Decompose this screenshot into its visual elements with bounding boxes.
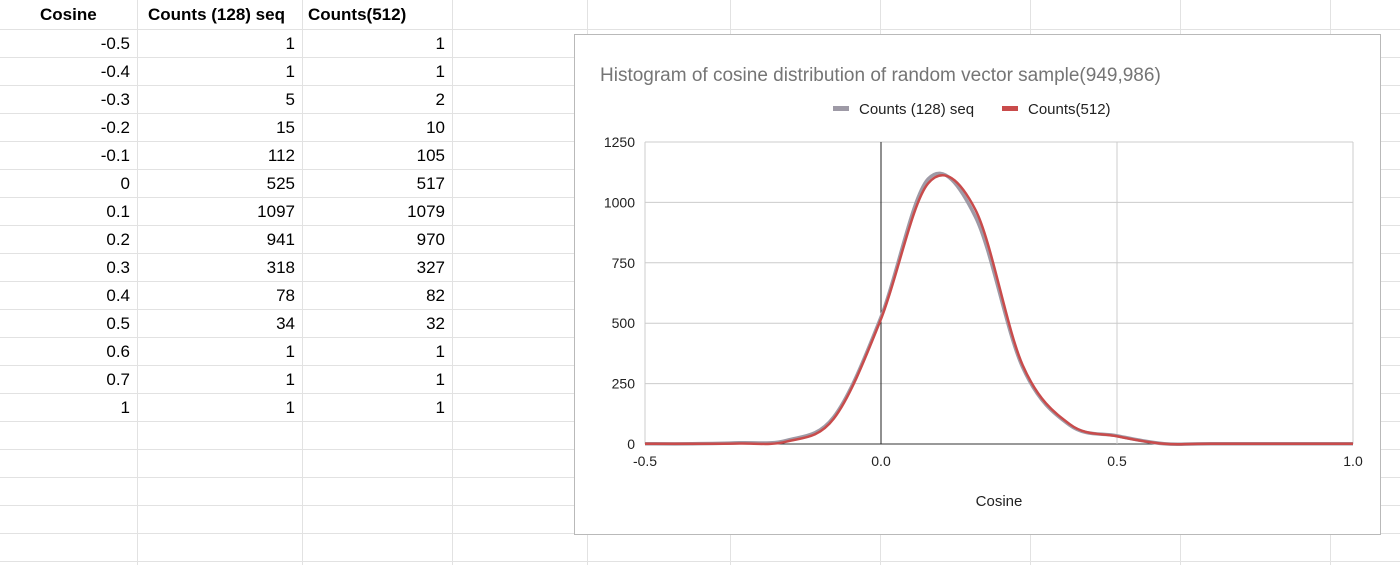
table-cell[interactable]: 112 bbox=[267, 146, 295, 165]
column-gridline bbox=[137, 0, 138, 565]
table-cell[interactable]: 0 bbox=[120, 174, 130, 193]
legend-label: Counts(512) bbox=[1028, 101, 1111, 118]
table-cell[interactable]: 0.1 bbox=[106, 202, 130, 221]
header-cell[interactable]: Counts(512) bbox=[308, 5, 407, 24]
table-cell[interactable]: -0.4 bbox=[100, 62, 130, 81]
legend-swatch bbox=[833, 106, 849, 111]
table-cell[interactable]: 1 bbox=[435, 62, 445, 81]
table-cell[interactable]: 1 bbox=[435, 342, 445, 361]
column-gridline bbox=[302, 0, 303, 565]
table-cell[interactable]: -0.5 bbox=[100, 34, 130, 53]
table-cell[interactable]: 0.4 bbox=[106, 286, 130, 305]
table-cell[interactable]: 0.7 bbox=[106, 370, 130, 389]
y-tick-label: 500 bbox=[612, 315, 636, 331]
table-cell[interactable]: 34 bbox=[276, 314, 295, 333]
table-cell[interactable]: 0.5 bbox=[106, 314, 130, 333]
table-cell[interactable]: 0.2 bbox=[106, 230, 130, 249]
table-cell[interactable]: 525 bbox=[266, 174, 295, 193]
table-cell[interactable]: 0.3 bbox=[106, 258, 130, 277]
y-tick-label: 250 bbox=[612, 376, 636, 392]
chart-title: Histogram of cosine distribution of rand… bbox=[600, 65, 1161, 86]
table-cell[interactable]: -0.1 bbox=[100, 146, 130, 165]
table-cell[interactable]: 105 bbox=[416, 146, 445, 165]
table-cell[interactable]: 0.6 bbox=[106, 342, 130, 361]
y-tick-label: 0 bbox=[627, 436, 635, 452]
row-gridline bbox=[0, 29, 1400, 30]
table-cell[interactable]: 5 bbox=[285, 90, 295, 109]
table-cell[interactable]: 1 bbox=[285, 398, 295, 417]
table-cell[interactable]: 327 bbox=[416, 258, 445, 277]
table-cell[interactable]: 1 bbox=[285, 62, 295, 81]
legend-label: Counts (128) seq bbox=[859, 101, 974, 118]
table-cell[interactable]: 78 bbox=[276, 286, 295, 305]
legend-swatch bbox=[1002, 106, 1018, 111]
table-cell[interactable]: 1 bbox=[120, 398, 130, 417]
table-cell[interactable]: -0.2 bbox=[100, 118, 130, 137]
table-cell[interactable]: 1 bbox=[285, 342, 295, 361]
table-cell[interactable]: 1 bbox=[435, 370, 445, 389]
y-tick-label: 1000 bbox=[604, 194, 635, 210]
table-cell[interactable]: 1097 bbox=[257, 202, 295, 221]
table-cell[interactable]: 517 bbox=[416, 174, 445, 193]
table-cell[interactable]: 941 bbox=[266, 230, 295, 249]
table-cell[interactable]: 1 bbox=[435, 398, 445, 417]
table-cell[interactable]: 82 bbox=[426, 286, 445, 305]
header-cell[interactable]: Cosine bbox=[40, 5, 97, 24]
table-cell[interactable]: 318 bbox=[266, 258, 295, 277]
x-tick-label: 0.0 bbox=[871, 453, 891, 469]
table-cell[interactable]: -0.3 bbox=[100, 90, 130, 109]
x-tick-label: -0.5 bbox=[633, 453, 657, 469]
series-line bbox=[644, 174, 1353, 446]
y-tick-label: 1250 bbox=[604, 134, 635, 150]
table-cell[interactable]: 970 bbox=[416, 230, 445, 249]
table-cell[interactable]: 1 bbox=[285, 370, 295, 389]
series-line bbox=[644, 171, 1353, 447]
table-cell[interactable]: 32 bbox=[426, 314, 445, 333]
x-tick-label: 1.0 bbox=[1343, 453, 1363, 469]
header-cell[interactable]: Counts (128) seq bbox=[148, 5, 285, 24]
table-cell[interactable]: 2 bbox=[435, 90, 445, 109]
histogram-chart[interactable]: Histogram of cosine distribution of rand… bbox=[574, 34, 1381, 535]
table-cell[interactable]: 15 bbox=[276, 118, 295, 137]
table-cell[interactable]: 1 bbox=[285, 34, 295, 53]
table-cell[interactable]: 1079 bbox=[407, 202, 445, 221]
column-gridline bbox=[452, 0, 453, 565]
x-tick-label: 0.5 bbox=[1107, 453, 1127, 469]
row-gridline bbox=[0, 561, 1400, 562]
table-cell[interactable]: 10 bbox=[426, 118, 445, 137]
x-axis-label: Cosine bbox=[976, 493, 1023, 510]
chart-canvas: Histogram of cosine distribution of rand… bbox=[600, 65, 1363, 510]
table-cell[interactable]: 1 bbox=[435, 34, 445, 53]
y-tick-label: 750 bbox=[612, 255, 636, 271]
